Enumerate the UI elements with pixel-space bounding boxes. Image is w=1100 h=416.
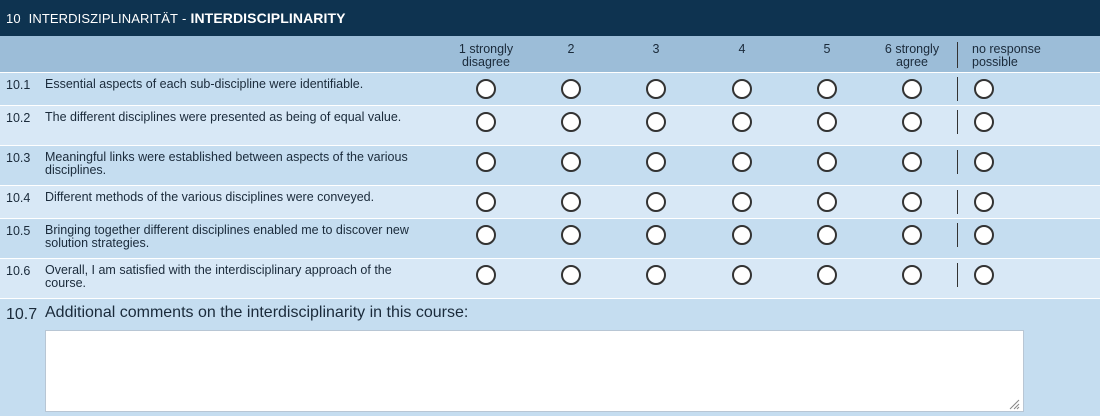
no-response-divider xyxy=(957,223,958,247)
rating-radio-4[interactable] xyxy=(732,192,752,212)
rating-radio-3[interactable] xyxy=(646,112,666,132)
question-row: 10.6 Overall, I am satisfied with the int… xyxy=(0,258,1100,298)
no-response-radio[interactable] xyxy=(974,79,994,99)
no-response-radio[interactable] xyxy=(974,192,994,212)
no-response-divider xyxy=(957,42,958,68)
no-response-radio[interactable] xyxy=(974,112,994,132)
rating-radio-5[interactable] xyxy=(817,225,837,245)
scale-label-no-response: no response possible xyxy=(972,42,1041,69)
scale-label-1: 1 strongly disagree xyxy=(458,42,514,69)
rating-radio-1[interactable] xyxy=(476,225,496,245)
rating-radio-3[interactable] xyxy=(646,192,666,212)
section-title-separator: - xyxy=(182,10,187,26)
rating-radio-6[interactable] xyxy=(902,192,922,212)
rating-radio-2[interactable] xyxy=(561,152,581,172)
question-text: Essential aspects of each sub-discipline… xyxy=(45,77,364,91)
scale-label-3: 3 xyxy=(652,42,660,56)
rating-radio-5[interactable] xyxy=(817,112,837,132)
question-row: 10.5 Bringing together different discipli… xyxy=(0,218,1100,258)
rating-radio-3[interactable] xyxy=(646,265,666,285)
question-number: 10.2 xyxy=(6,111,31,125)
rating-radio-4[interactable] xyxy=(732,79,752,99)
question-number: 10.1 xyxy=(6,78,31,92)
question-list: 10.1 Essential aspects of each sub-discip… xyxy=(0,72,1100,298)
question-row: 10.3 Meaningful links were established be… xyxy=(0,145,1100,185)
rating-radio-1[interactable] xyxy=(476,152,496,172)
rating-radio-5[interactable] xyxy=(817,152,837,172)
scale-label-4: 4 xyxy=(738,42,746,56)
no-response-divider xyxy=(957,77,958,101)
rating-radio-3[interactable] xyxy=(646,79,666,99)
section-header: 10 INTERDISZIPLINARITÄT - INTERDISCIPLIN… xyxy=(0,0,1100,36)
rating-radio-3[interactable] xyxy=(646,152,666,172)
question-number: 10.4 xyxy=(6,191,31,205)
rating-radio-6[interactable] xyxy=(902,112,922,132)
rating-radio-2[interactable] xyxy=(561,225,581,245)
no-response-radio[interactable] xyxy=(974,152,994,172)
no-response-divider xyxy=(957,263,958,287)
rating-radio-2[interactable] xyxy=(561,192,581,212)
question-text: Bringing together different disciplines … xyxy=(45,223,409,250)
rating-radio-6[interactable] xyxy=(902,79,922,99)
question-text: The different disciplines were presented… xyxy=(45,110,402,124)
section-number: 10 xyxy=(6,10,21,26)
question-row: 10.1 Essential aspects of each sub-discip… xyxy=(0,72,1100,105)
scale-header: 1 strongly disagree 2 3 4 5 6 strongly agr… xyxy=(0,36,1100,72)
rating-radio-1[interactable] xyxy=(476,265,496,285)
scale-label-5: 5 xyxy=(823,42,831,56)
question-row: 10.2 The different disciplines were prese… xyxy=(0,105,1100,145)
scale-label-2: 2 xyxy=(567,42,575,56)
scale-label-6: 6 strongly agree xyxy=(884,42,940,69)
rating-radio-6[interactable] xyxy=(902,265,922,285)
question-number: 10.5 xyxy=(6,224,31,238)
comment-row: 10.7 Additional comments on the interdis… xyxy=(0,298,1100,412)
section-title-german: INTERDISZIPLINARITÄT xyxy=(28,10,179,26)
rating-radio-1[interactable] xyxy=(476,79,496,99)
rating-radio-6[interactable] xyxy=(902,152,922,172)
no-response-divider xyxy=(957,150,958,174)
rating-radio-4[interactable] xyxy=(732,152,752,172)
question-number: 10.7 xyxy=(6,306,38,323)
rating-radio-5[interactable] xyxy=(817,79,837,99)
no-response-divider xyxy=(957,110,958,134)
no-response-radio[interactable] xyxy=(974,225,994,245)
question-number: 10.3 xyxy=(6,151,31,165)
question-text: Different methods of the various discipl… xyxy=(45,190,375,204)
rating-radio-1[interactable] xyxy=(476,192,496,212)
rating-radio-3[interactable] xyxy=(646,225,666,245)
comment-textarea[interactable] xyxy=(45,330,1024,412)
rating-radio-4[interactable] xyxy=(732,265,752,285)
no-response-divider xyxy=(957,190,958,214)
rating-radio-4[interactable] xyxy=(732,225,752,245)
rating-radio-5[interactable] xyxy=(817,265,837,285)
rating-radio-2[interactable] xyxy=(561,112,581,132)
rating-radio-4[interactable] xyxy=(732,112,752,132)
rating-radio-1[interactable] xyxy=(476,112,496,132)
question-number: 10.6 xyxy=(6,264,31,278)
rating-radio-5[interactable] xyxy=(817,192,837,212)
question-row: 10.4 Different methods of the various dis… xyxy=(0,185,1100,218)
question-text: Meaningful links were established betwee… xyxy=(45,150,408,177)
rating-radio-2[interactable] xyxy=(561,265,581,285)
section-title-english: INTERDISCIPLINARITY xyxy=(190,10,346,26)
resize-grip-icon[interactable] xyxy=(1008,398,1020,410)
question-text: Overall, I am satisfied with the interdi… xyxy=(45,263,392,290)
rating-radio-2[interactable] xyxy=(561,79,581,99)
no-response-radio[interactable] xyxy=(974,265,994,285)
comment-label: Additional comments on the interdiscipli… xyxy=(45,304,469,321)
rating-radio-6[interactable] xyxy=(902,225,922,245)
